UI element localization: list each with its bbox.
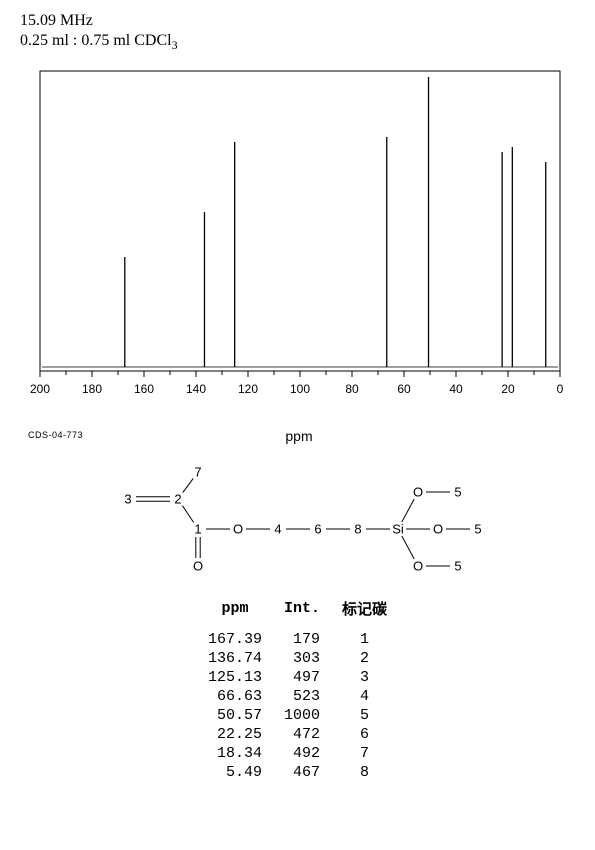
- cell-carbon: 4: [332, 688, 397, 705]
- svg-text:O: O: [232, 522, 242, 537]
- svg-text:2: 2: [174, 492, 181, 507]
- svg-text:140: 140: [186, 382, 206, 396]
- cell-carbon: 1: [332, 631, 397, 648]
- cell-carbon: 6: [332, 726, 397, 743]
- x-axis-label: ppm: [83, 428, 515, 444]
- peak-table: ppm Int. 标记碳 167.39 1791 136.74 3032 125.1…: [196, 596, 399, 783]
- cell-int: 492: [274, 745, 330, 762]
- cell-int: 303: [274, 650, 330, 667]
- svg-text:O: O: [192, 559, 202, 574]
- svg-text:80: 80: [345, 382, 359, 396]
- svg-text:1: 1: [194, 522, 201, 537]
- svg-text:6: 6: [314, 522, 321, 537]
- svg-text:160: 160: [134, 382, 154, 396]
- table-row: 167.39 1791: [198, 631, 397, 648]
- table-row: 5.49 4678: [198, 764, 397, 781]
- col-int: Int.: [274, 598, 330, 629]
- table-header-row: ppm Int. 标记碳: [198, 598, 397, 629]
- cell-ppm: 5.49: [198, 764, 272, 781]
- spectrum-container: 200180160140120100806040200 CDS-04-773 p…: [20, 61, 575, 444]
- nmr-spectrum: 200180160140120100806040200: [20, 61, 580, 421]
- cell-int: 523: [274, 688, 330, 705]
- svg-text:120: 120: [238, 382, 258, 396]
- cell-ppm: 18.34: [198, 745, 272, 762]
- cell-ppm: 50.57: [198, 707, 272, 724]
- table-row: 50.5710005: [198, 707, 397, 724]
- svg-text:O: O: [412, 559, 422, 574]
- svg-text:5: 5: [474, 522, 481, 537]
- svg-text:0: 0: [557, 382, 564, 396]
- header-line-2-sub: 3: [172, 38, 178, 52]
- table-row: 136.74 3032: [198, 650, 397, 667]
- svg-text:Si: Si: [392, 522, 404, 537]
- cell-int: 472: [274, 726, 330, 743]
- table-row: 125.13 4973: [198, 669, 397, 686]
- cell-ppm: 125.13: [198, 669, 272, 686]
- svg-text:8: 8: [354, 522, 361, 537]
- cell-int: 497: [274, 669, 330, 686]
- col-carbon: 标记碳: [332, 598, 397, 629]
- molecular-structure: 3 27 1 O 4 6 8 Si O 5 O 5 O 5 O: [88, 454, 508, 584]
- cell-carbon: 7: [332, 745, 397, 762]
- svg-text:7: 7: [194, 465, 201, 480]
- table-row: 66.63 5234: [198, 688, 397, 705]
- cell-carbon: 2: [332, 650, 397, 667]
- svg-text:20: 20: [501, 382, 515, 396]
- cell-ppm: 136.74: [198, 650, 272, 667]
- cell-carbon: 3: [332, 669, 397, 686]
- cell-ppm: 66.63: [198, 688, 272, 705]
- svg-text:5: 5: [454, 485, 461, 500]
- table-row: 18.34 4927: [198, 745, 397, 762]
- table-row: 22.25 4726: [198, 726, 397, 743]
- cell-int: 179: [274, 631, 330, 648]
- svg-text:O: O: [432, 522, 442, 537]
- svg-text:40: 40: [449, 382, 463, 396]
- header-line-2: 0.25 ml : 0.75 ml CDCl3: [20, 32, 585, 53]
- header-line-2-text: 0.25 ml : 0.75 ml CDCl: [20, 32, 172, 49]
- svg-text:200: 200: [30, 382, 50, 396]
- svg-text:60: 60: [397, 382, 411, 396]
- svg-text:100: 100: [290, 382, 310, 396]
- header-line-1: 15.09 MHz: [20, 12, 585, 30]
- svg-text:180: 180: [82, 382, 102, 396]
- cell-ppm: 22.25: [198, 726, 272, 743]
- cell-int: 467: [274, 764, 330, 781]
- cell-int: 1000: [274, 707, 330, 724]
- cell-carbon: 8: [332, 764, 397, 781]
- svg-text:3: 3: [124, 492, 131, 507]
- svg-text:4: 4: [274, 522, 281, 537]
- cell-ppm: 167.39: [198, 631, 272, 648]
- source-code: CDS-04-773: [28, 430, 83, 440]
- cell-carbon: 5: [332, 707, 397, 724]
- col-ppm: ppm: [198, 598, 272, 629]
- svg-text:5: 5: [454, 559, 461, 574]
- svg-text:O: O: [412, 485, 422, 500]
